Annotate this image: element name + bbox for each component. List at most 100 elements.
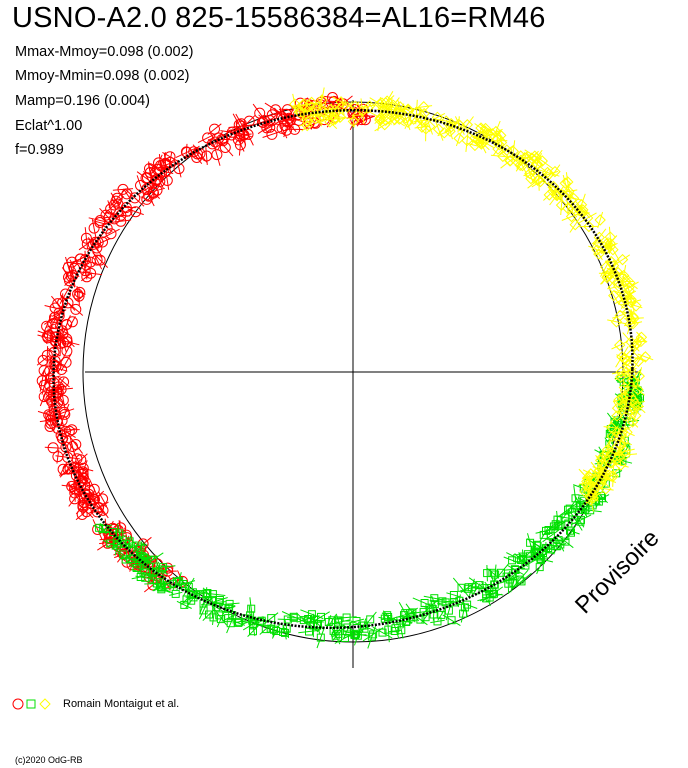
yellow-data-point <box>524 163 536 184</box>
green-data-point <box>553 521 566 530</box>
legend: Romain Montaigut et al. <box>12 697 179 711</box>
yellow-data-point <box>612 366 631 378</box>
green-data-point <box>226 613 236 634</box>
chart-title: USNO-A2.0 825-15586384=AL16=RM46 <box>12 2 546 34</box>
yellow-data-point <box>611 339 629 351</box>
square-icon <box>26 699 36 709</box>
red-data-point <box>265 109 280 121</box>
red-data-point <box>41 314 53 338</box>
red-data-point <box>79 505 94 519</box>
red-data-point <box>44 442 62 454</box>
legend-author: Romain Montaigut et al. <box>63 698 180 710</box>
green-data-point <box>535 560 544 575</box>
green-data-point <box>437 598 455 607</box>
diamond-icon <box>39 698 51 710</box>
yellow-data-point <box>331 96 351 108</box>
yellow-data-point <box>389 104 409 120</box>
red-data-point <box>67 436 78 457</box>
red-data-point <box>44 419 56 434</box>
red-data-point <box>257 121 276 135</box>
yellow-data-point <box>588 244 607 256</box>
green-data-point <box>211 605 228 626</box>
fit-curve <box>52 108 634 630</box>
red-data-point <box>284 123 305 135</box>
yellow-data-point <box>630 332 643 355</box>
green-data-point <box>542 529 560 543</box>
yellow-data-point <box>377 108 391 121</box>
red-data-point <box>68 435 84 454</box>
red-data-point <box>68 490 81 507</box>
red-data-point <box>51 295 65 312</box>
green-data-point <box>384 616 393 643</box>
red-data-point <box>91 250 103 270</box>
green-data-point <box>344 630 365 639</box>
red-data-point <box>217 138 234 157</box>
green-data-point <box>115 523 124 543</box>
yellow-data-point <box>289 93 301 115</box>
red-data-point <box>192 144 208 163</box>
red-data-point <box>73 453 88 467</box>
yellow-data-point <box>415 101 433 113</box>
copyright: (c)2020 OdG-RB <box>15 755 83 765</box>
red-data-point <box>211 143 223 166</box>
green-data-point <box>200 590 226 599</box>
green-data-point <box>271 623 281 639</box>
red-data-point <box>88 215 112 226</box>
red-data-point <box>61 480 82 492</box>
yellow-data-point <box>432 117 445 141</box>
red-data-point <box>68 302 84 316</box>
green-data-point <box>442 614 461 627</box>
red-data-point <box>88 478 100 501</box>
red-data-point <box>281 123 292 138</box>
red-data-point <box>88 219 100 238</box>
yellow-data-point <box>618 379 631 396</box>
red-data-point <box>55 364 68 375</box>
yellow-data-point <box>555 195 568 216</box>
green-data-point <box>348 617 365 625</box>
red-data-point <box>173 159 185 178</box>
green-data-point <box>194 590 207 599</box>
red-data-point <box>262 128 282 140</box>
green-data-point <box>259 623 273 635</box>
yellow-data-point <box>613 449 638 461</box>
circle-icon <box>12 698 24 710</box>
yellow-data-point <box>603 268 627 280</box>
red-data-point <box>94 236 111 248</box>
yellow-data-point <box>351 109 365 121</box>
green-data-point <box>281 626 289 640</box>
yellow-data-point <box>461 129 473 152</box>
green-data-point <box>483 564 492 582</box>
stat-f: f=0.989 <box>15 142 64 158</box>
red-data-point <box>79 267 103 279</box>
yellow-data-point <box>599 467 611 479</box>
legend-symbols <box>12 698 51 710</box>
green-data-point <box>397 621 406 639</box>
red-data-point <box>144 161 155 176</box>
yellow-data-point <box>633 367 645 386</box>
red-data-point <box>150 171 162 191</box>
green-data-point <box>117 552 135 567</box>
yellow-data-point <box>604 226 617 248</box>
green-data-point <box>286 613 301 622</box>
red-data-point <box>64 256 80 268</box>
red-data-point <box>97 502 109 519</box>
green-data-point <box>135 573 155 582</box>
yellow-data-point <box>621 276 638 290</box>
yellow-data-point <box>609 408 625 423</box>
yellow-data-point <box>313 109 325 127</box>
yellow-data-point <box>594 454 607 467</box>
red-data-point <box>161 171 173 190</box>
yellow-data-point <box>600 444 615 462</box>
green-data-point <box>277 615 299 624</box>
red-data-point <box>110 215 132 227</box>
red-data-point <box>243 114 256 128</box>
red-data-point <box>73 286 86 298</box>
red-data-point <box>62 425 76 437</box>
green-data-point <box>136 542 145 553</box>
red-data-point <box>175 146 199 159</box>
yellow-data-point <box>547 186 566 204</box>
green-data-point <box>296 612 312 628</box>
yellow-data-point <box>524 172 538 185</box>
green-data-point <box>152 579 169 592</box>
